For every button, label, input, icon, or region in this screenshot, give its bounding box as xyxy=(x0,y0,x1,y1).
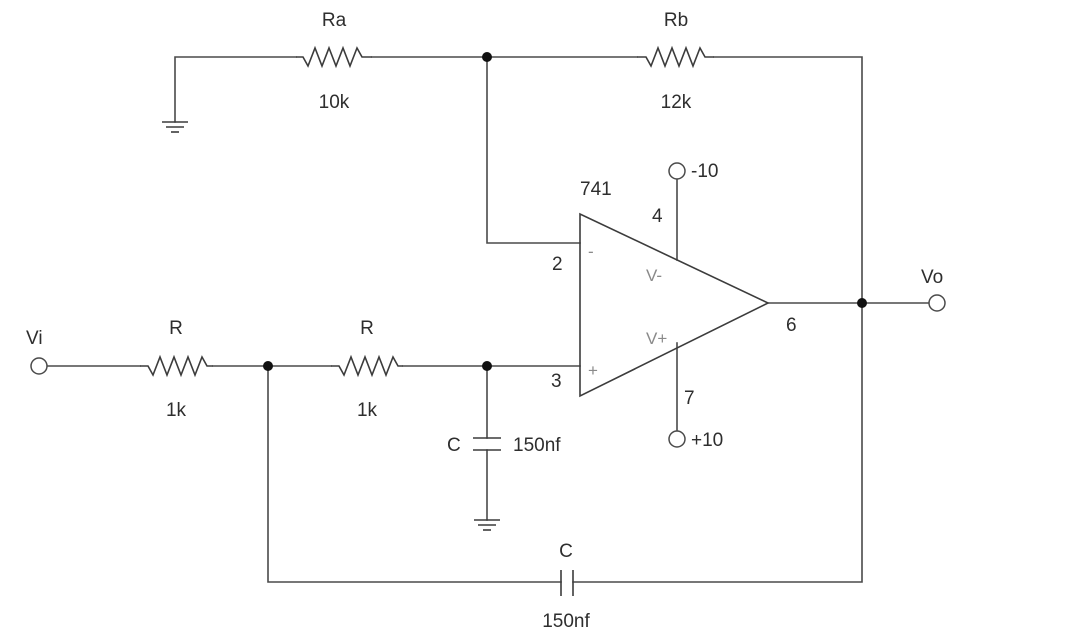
vminus-label: V- xyxy=(646,266,662,285)
pin-noninverting-number: 3 xyxy=(551,371,562,392)
vplus-label: V+ xyxy=(646,329,667,348)
pin-inverting-number: 2 xyxy=(552,254,563,275)
output-terminal[interactable] xyxy=(928,294,946,312)
input-label: Vi xyxy=(26,328,43,349)
ground-symbol-ra xyxy=(162,121,188,133)
cfeedback-value-label: 150nf xyxy=(542,611,590,632)
pin-output-number: 6 xyxy=(786,315,797,336)
resistor-r2 xyxy=(331,354,403,378)
r1-value-label: 1k xyxy=(166,400,187,421)
r2-name-label: R xyxy=(360,318,374,339)
ra-value-label: 10k xyxy=(319,92,350,113)
wire-ground-ra xyxy=(174,56,297,123)
noninverting-sign: + xyxy=(588,361,598,380)
resistors xyxy=(140,45,714,378)
cground-value-label: 150nf xyxy=(513,435,561,456)
r2-value-label: 1k xyxy=(357,400,378,421)
junction-dot xyxy=(263,361,273,371)
ra-name-label: Ra xyxy=(322,10,347,31)
rb-name-label: Rb xyxy=(664,10,688,31)
capacitor-ground xyxy=(473,437,501,451)
wire-rb-output xyxy=(572,56,863,583)
junction-dot xyxy=(482,52,492,62)
positive-supply-terminal[interactable] xyxy=(668,430,686,448)
junction-nodes xyxy=(263,52,867,371)
pin-vplus-number: 7 xyxy=(684,388,695,409)
input-terminal[interactable] xyxy=(30,357,48,375)
capacitors xyxy=(473,437,574,596)
rb-value-label: 12k xyxy=(661,92,692,113)
opamp-triangle xyxy=(579,212,770,398)
junction-dot xyxy=(482,361,492,371)
r1-name-label: R xyxy=(169,318,183,339)
pin-vminus-number: 4 xyxy=(652,206,663,227)
negative-supply-terminal[interactable] xyxy=(668,162,686,180)
junction-dot xyxy=(857,298,867,308)
wire-node-inverting xyxy=(486,56,581,244)
resistor-rb xyxy=(637,45,714,69)
wire-node-feedback-cap xyxy=(267,365,562,583)
cfeedback-name-label: C xyxy=(559,541,573,562)
negative-supply-label: -10 xyxy=(691,161,718,182)
resistor-r1 xyxy=(140,354,213,378)
resistor-ra xyxy=(296,45,372,69)
positive-supply-label: +10 xyxy=(691,430,723,451)
opamp-part-label: 741 xyxy=(580,179,612,200)
capacitor-feedback xyxy=(560,570,574,596)
inverting-sign: - xyxy=(588,242,594,261)
output-label: Vo xyxy=(921,267,943,288)
cground-name-label: C xyxy=(447,435,461,456)
ground-symbol-cap xyxy=(474,519,500,531)
